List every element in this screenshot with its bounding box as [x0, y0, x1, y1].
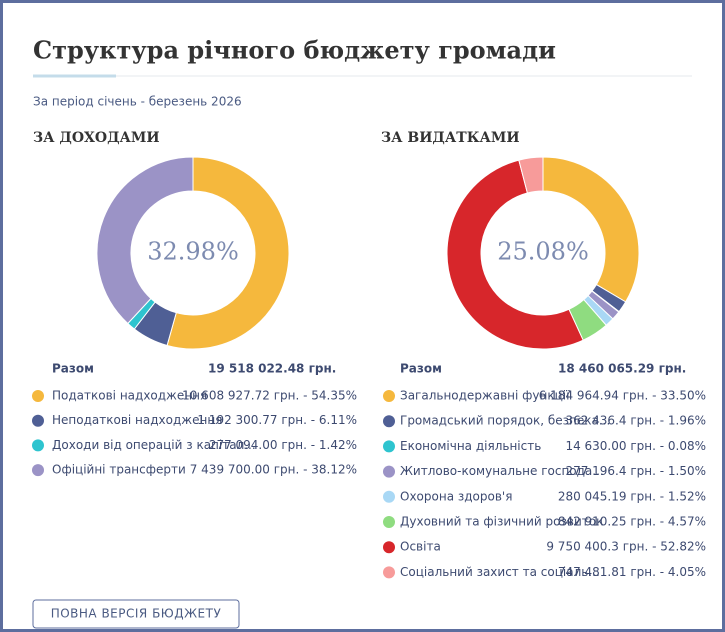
donut-segment	[446, 159, 584, 350]
legend-label: Житлово-комунальне господа...	[400, 464, 604, 478]
legend-dot	[383, 541, 395, 554]
legend-label: Економічна діяльність	[400, 439, 541, 453]
legend-value: 14 630.00 грн. - 0.08%	[565, 439, 706, 453]
subtitle: За період січень - березень 2026	[33, 95, 242, 109]
total-value: 18 460 065.29 грн.	[558, 362, 686, 376]
title: Структура річного бюджету громади	[33, 36, 556, 65]
legend-dot	[32, 464, 44, 477]
legend-value: 277 094.00 грн. - 1.42%	[209, 438, 357, 452]
legend-label: Соціальний захист та соціаль...	[400, 565, 600, 579]
donut-segment	[96, 156, 194, 325]
total-label: Разом	[52, 362, 94, 376]
legend-value: 280 045.19 грн. - 1.52%	[558, 489, 706, 503]
legend-dot	[383, 440, 395, 453]
legend-value: 277 196.4 грн. - 1.50%	[565, 464, 706, 478]
legend-label: Освіта	[400, 540, 441, 554]
legend-value: 362 436.4 грн. - 1.96%	[565, 414, 706, 428]
legend-label: Духовний та фізичний розвиток	[400, 515, 603, 529]
button-label[interactable]: ПОВНА ВЕРСІЯ БЮДЖЕТУ	[51, 607, 222, 621]
donut-segment	[518, 156, 544, 194]
legend-value: 842 910.25 грн. - 4.57%	[558, 515, 706, 529]
legend-dot	[383, 415, 395, 428]
legend-label: Загальнодержавні функції	[400, 389, 570, 403]
legend-label: Громадський порядок, безпека...	[400, 414, 610, 428]
legend-label: Охорона здоров'я	[400, 489, 512, 503]
legend-dot	[32, 390, 44, 402]
legend-value: 6 184 964.94 грн. - 33.50%	[539, 389, 706, 403]
legend-dot	[32, 414, 44, 427]
legend-dot	[383, 465, 395, 478]
section-title: ЗА ВИДАТКАМИ	[381, 130, 520, 146]
legend-dot	[383, 390, 395, 402]
section-title: ЗА ДОХОДАМИ	[33, 130, 160, 146]
center-label: 25.08%	[497, 238, 589, 266]
legend-dot	[383, 490, 395, 503]
legend-label: Неподаткові надходження	[52, 413, 222, 427]
legend-label: Доходи від операцій з капітал...	[52, 438, 256, 452]
legend-value: 747 481.81 грн. - 4.05%	[558, 565, 706, 579]
legend-label: Офіційні трансферти	[52, 463, 186, 477]
legend-value: 1 192 300.77 грн. - 6.11%	[197, 413, 357, 427]
legend-value: 7 439 700.00 грн. - 38.12%	[190, 463, 357, 477]
legend-dot	[32, 439, 44, 452]
legend-dot	[383, 566, 395, 579]
legend-label: Податкові надходження	[52, 389, 207, 403]
donut-segment	[542, 156, 640, 303]
legend-dot	[383, 516, 395, 528]
full-version-button[interactable]	[32, 599, 240, 629]
total-value: 19 518 022.48 грн.	[208, 362, 336, 376]
legend-value: 9 750 400.3 грн. - 52.82%	[546, 540, 706, 554]
donut-segment	[166, 156, 290, 350]
legend-value: 10 608 927.72 грн. - 54.35%	[182, 389, 357, 403]
total-label: Разом	[400, 362, 442, 376]
center-label: 32.98%	[147, 238, 239, 266]
